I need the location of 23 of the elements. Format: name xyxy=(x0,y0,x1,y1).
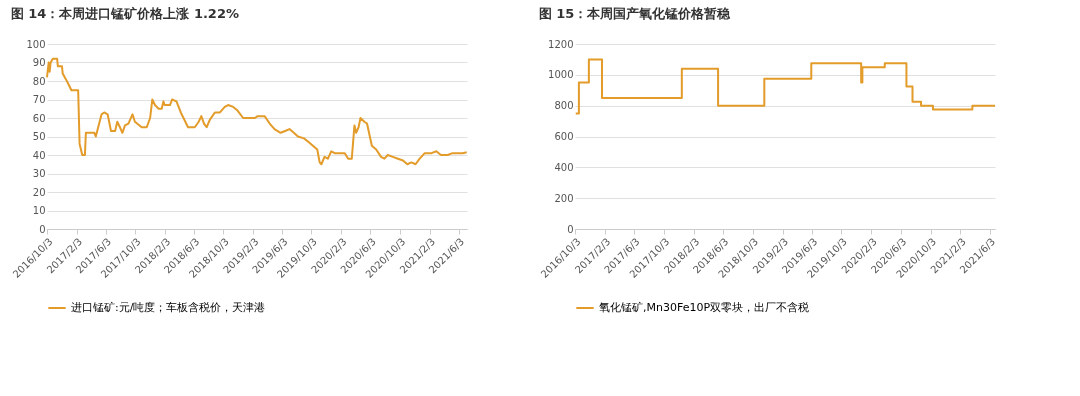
y-tick-label: 40 xyxy=(32,149,46,161)
y-tick-label: 1200 xyxy=(548,38,574,50)
y-tick-label: 90 xyxy=(32,57,46,68)
chart-title: 图 15：本周国产氧化锰价格暂稳 xyxy=(538,6,732,21)
legend-label: 进口锰矿:元/吨度；车板含税价，天津港 xyxy=(71,301,266,314)
y-tick-label: 0 xyxy=(567,223,574,235)
y-tick-label: 30 xyxy=(32,168,46,179)
y-tick-label: 400 xyxy=(554,161,574,173)
y-tick-label: 10 xyxy=(32,205,46,216)
y-tick-label: 20 xyxy=(32,186,46,198)
y-tick-label: 200 xyxy=(554,192,574,204)
chart-title: 图 14：本周进口锰矿价格上涨 1.22% xyxy=(10,6,239,21)
y-tick-label: 70 xyxy=(32,94,46,105)
y-tick-label: 60 xyxy=(32,112,46,124)
legend-label: 氧化锰矿,Mn30Fe10P双零块，出厂不含税 xyxy=(599,301,810,314)
y-tick-label: 800 xyxy=(554,100,574,112)
y-tick-label: 600 xyxy=(554,131,574,142)
y-tick-label: 80 xyxy=(32,75,46,87)
line-series xyxy=(46,57,468,166)
y-tick-label: 1000 xyxy=(548,69,574,81)
y-tick-label: 50 xyxy=(32,131,46,142)
y-tick-label: 0 xyxy=(39,223,46,235)
y-tick-label: 100 xyxy=(26,38,46,50)
